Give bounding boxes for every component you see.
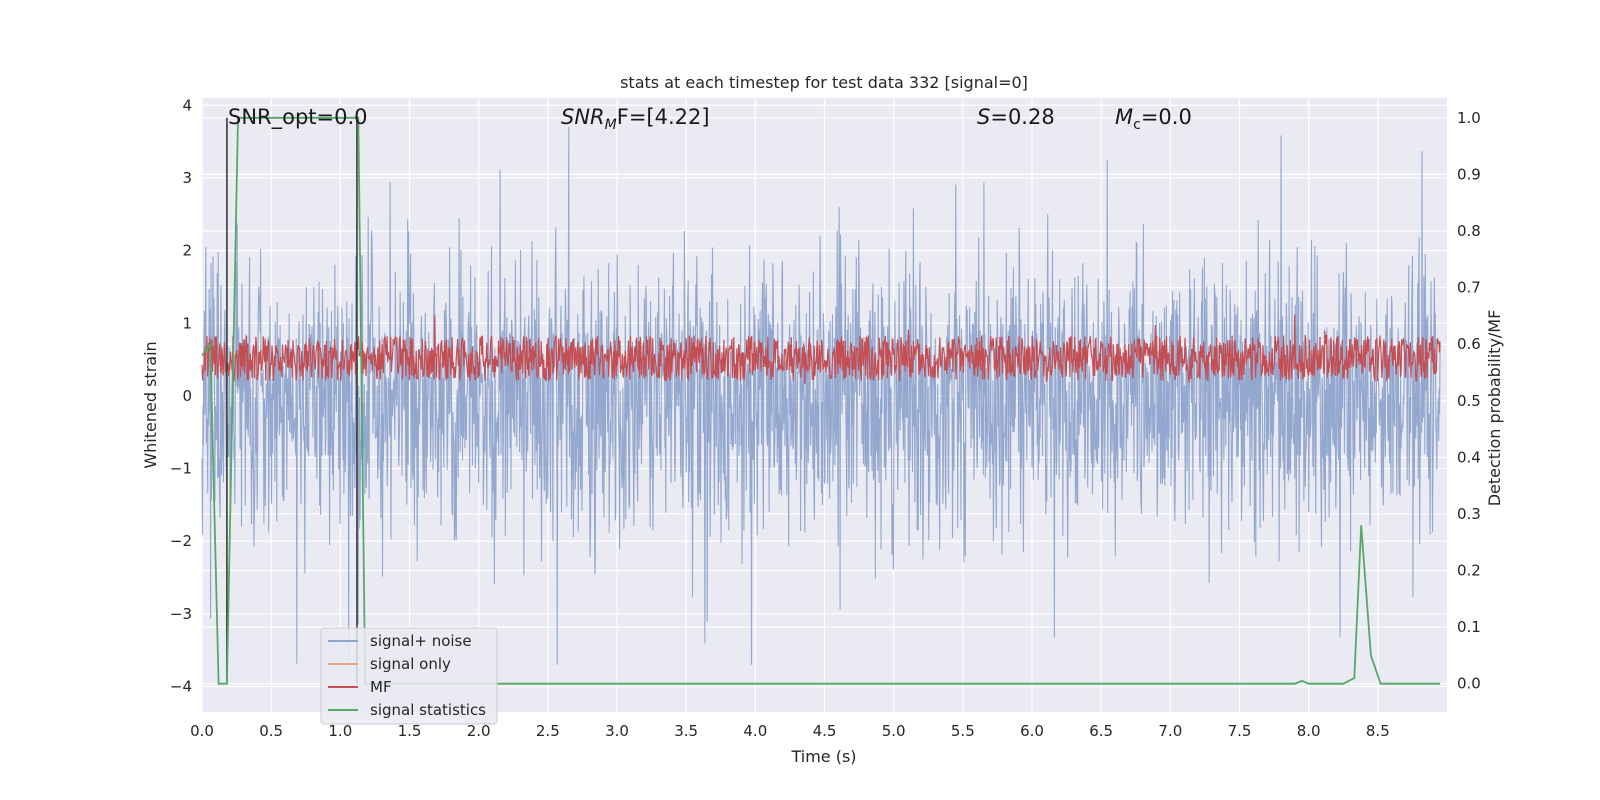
legend-items: signal+ noise signal only MF signal statist… — [328, 632, 486, 719]
x-tick-label: 6.0 — [1020, 722, 1044, 740]
threshold-markers — [226, 117, 358, 684]
y-left-tick-label: 4 — [182, 96, 192, 114]
s-tail: =0.28 — [990, 105, 1054, 129]
x-tick-label: 5.0 — [882, 722, 906, 740]
legend-label: signal only — [370, 655, 451, 673]
y-left-axis-ticks: 4 3 2 1 0 −1 −2 −3 −4 — [170, 96, 192, 695]
signal-noise-series — [201, 127, 1441, 665]
x-tick-label: 2.5 — [536, 722, 560, 740]
chart-title: stats at each timestep for test data 332… — [620, 73, 1028, 92]
annotation-snr-mf: SNRMF=[4.22] — [561, 105, 710, 133]
mf-series — [201, 314, 1441, 385]
x-tick-label: 6.5 — [1089, 722, 1113, 740]
x-tick-label: 7.0 — [1158, 722, 1182, 740]
legend-label: signal+ noise — [370, 632, 472, 650]
s-main: S — [977, 105, 990, 129]
snr-mf-main: SNR — [561, 105, 605, 129]
x-tick-label: 0.5 — [259, 722, 283, 740]
x-axis-label: Time (s) — [790, 747, 856, 766]
y-right-tick-label: 0.8 — [1457, 222, 1481, 240]
y-right-tick-label: 0.3 — [1457, 505, 1481, 523]
y-left-tick-label: −2 — [170, 532, 192, 550]
x-tick-label: 3.5 — [674, 722, 698, 740]
snr-mf-sub: M — [605, 117, 617, 133]
y-left-tick-label: 1 — [182, 314, 192, 332]
snr-mf-tail: F=[4.22] — [617, 105, 710, 129]
legend-box — [320, 627, 498, 725]
x-tick-label: 8.0 — [1297, 722, 1321, 740]
x-tick-label: 0.0 — [190, 722, 214, 740]
y-right-tick-label: 1.0 — [1457, 109, 1481, 127]
annotation-mc: Mc=0.0 — [1115, 105, 1192, 133]
x-tick-label: 1.0 — [328, 722, 352, 740]
y-left-tick-label: 3 — [182, 169, 192, 187]
x-tick-label: 7.5 — [1228, 722, 1252, 740]
mc-sub: c — [1133, 117, 1141, 133]
annotation-snr-opt: SNR_opt=0.0 — [228, 105, 368, 130]
legend-label: MF — [370, 678, 392, 696]
y-left-tick-label: −1 — [170, 460, 192, 478]
legend: signal+ noise signal only MF signal statist… — [320, 627, 498, 725]
y-right-axis-label: Detection probability/MF — [1485, 310, 1504, 507]
x-tick-label: 2.0 — [467, 722, 491, 740]
signal-noise-line — [201, 127, 1441, 665]
y-right-tick-label: 0.4 — [1457, 448, 1481, 466]
y-right-tick-label: 0.9 — [1457, 165, 1481, 183]
y-left-tick-label: 0 — [182, 387, 192, 405]
y-right-tick-label: 0.1 — [1457, 618, 1481, 636]
y-left-tick-label: −3 — [170, 605, 192, 623]
x-axis-ticks: 0.0 0.5 1.0 1.5 2.0 2.5 3.0 3.5 4.0 4.5 5.0 5.5 6.0 6… — [190, 722, 1390, 740]
x-tick-label: 4.5 — [813, 722, 837, 740]
mc-tail: =0.0 — [1141, 105, 1192, 129]
y-right-tick-label: 0.7 — [1457, 279, 1481, 297]
x-tick-label: 8.5 — [1366, 722, 1390, 740]
mc-main: M — [1115, 105, 1133, 129]
mf-line — [201, 314, 1441, 385]
x-tick-label: 5.5 — [951, 722, 975, 740]
x-tick-label: 4.0 — [743, 722, 767, 740]
x-tick-label: 1.5 — [398, 722, 422, 740]
y-right-tick-label: 0.0 — [1457, 675, 1481, 693]
y-right-tick-label: 0.5 — [1457, 392, 1481, 410]
y-right-tick-label: 0.2 — [1457, 562, 1481, 580]
x-tick-label: 3.0 — [605, 722, 629, 740]
annotation-s: S=0.28 — [977, 105, 1055, 129]
legend-label: signal statistics — [370, 701, 486, 719]
y-left-tick-label: 2 — [182, 242, 192, 260]
y-left-axis-label: Whitened strain — [141, 341, 160, 468]
y-right-axis-ticks: 1.0 0.9 0.8 0.7 0.6 0.5 0.4 0.3 0.2 0.1 0.0 — [1457, 109, 1481, 693]
y-right-tick-label: 0.6 — [1457, 335, 1481, 353]
y-left-tick-label: −4 — [170, 678, 192, 696]
